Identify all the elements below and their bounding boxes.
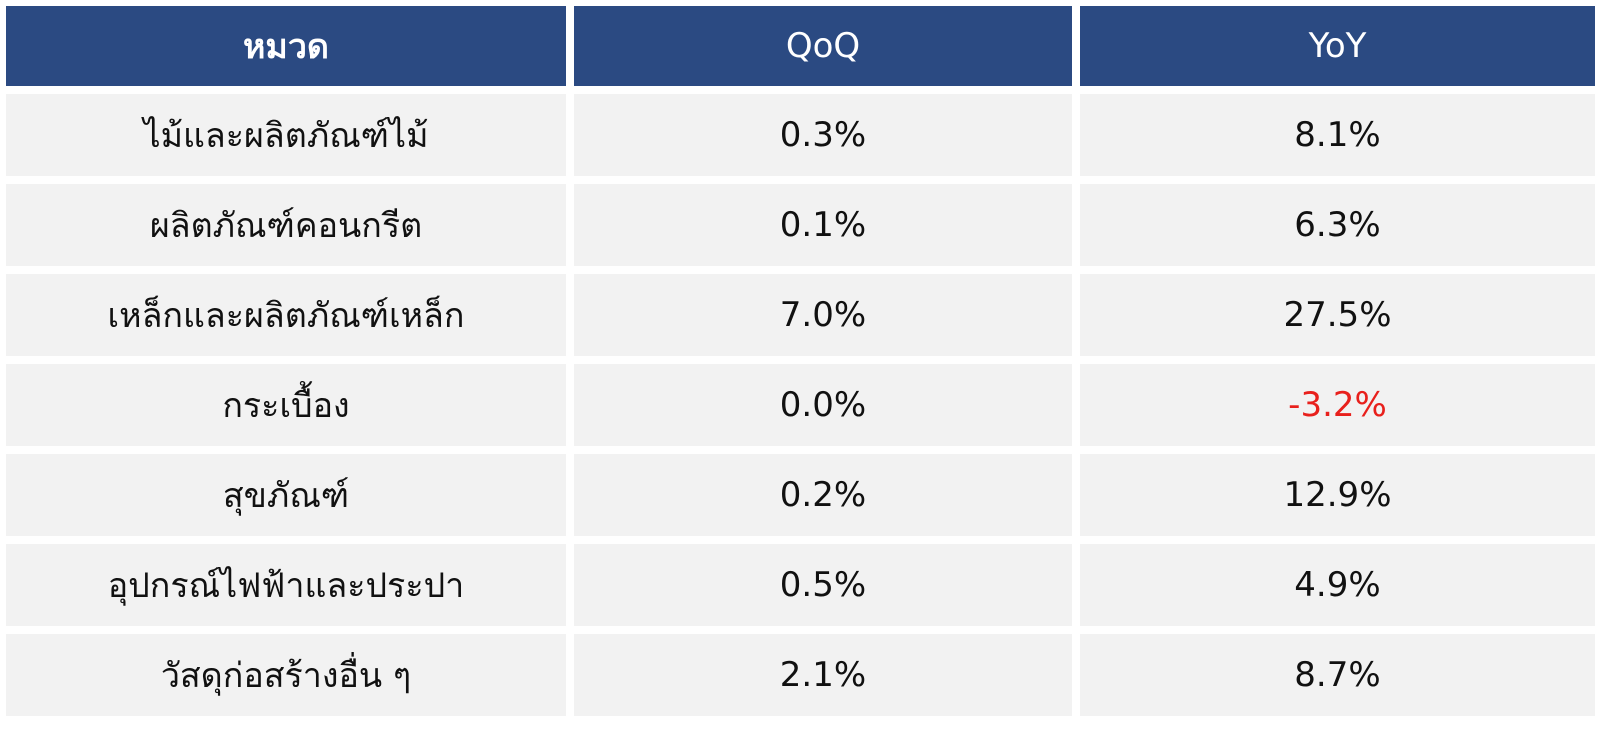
row-4-qoq: 0.0% <box>574 364 1072 446</box>
row-5-qoq: 0.2% <box>574 454 1072 536</box>
row-1-category: ไม้และผลิตภัณฑ์ไม้ <box>6 94 566 176</box>
row-7-qoq: 2.1% <box>574 634 1072 716</box>
header-yoy: YoY <box>1080 6 1595 86</box>
row-4-yoy-negative: -3.2% <box>1080 364 1595 446</box>
row-5-yoy: 12.9% <box>1080 454 1595 536</box>
row-5-category: สุขภัณฑ์ <box>6 454 566 536</box>
row-2-yoy: 6.3% <box>1080 184 1595 266</box>
header-category: หมวด <box>6 6 566 86</box>
row-6-category: อุปกรณ์ไฟฟ้าและประปา <box>6 544 566 626</box>
price-change-table: หมวด QoQ YoY ไม้และผลิตภัณฑ์ไม้ 0.3% 8.1… <box>6 6 1595 716</box>
row-2-category: ผลิตภัณฑ์คอนกรีต <box>6 184 566 266</box>
row-7-yoy: 8.7% <box>1080 634 1595 716</box>
row-4-category: กระเบื้อง <box>6 364 566 446</box>
header-qoq: QoQ <box>574 6 1072 86</box>
row-3-qoq: 7.0% <box>574 274 1072 356</box>
row-2-qoq: 0.1% <box>574 184 1072 266</box>
row-3-category: เหล็กและผลิตภัณฑ์เหล็ก <box>6 274 566 356</box>
row-1-qoq: 0.3% <box>574 94 1072 176</box>
row-3-yoy: 27.5% <box>1080 274 1595 356</box>
row-6-yoy: 4.9% <box>1080 544 1595 626</box>
row-7-category: วัสดุก่อสร้างอื่น ๆ <box>6 634 566 716</box>
row-1-yoy: 8.1% <box>1080 94 1595 176</box>
row-6-qoq: 0.5% <box>574 544 1072 626</box>
